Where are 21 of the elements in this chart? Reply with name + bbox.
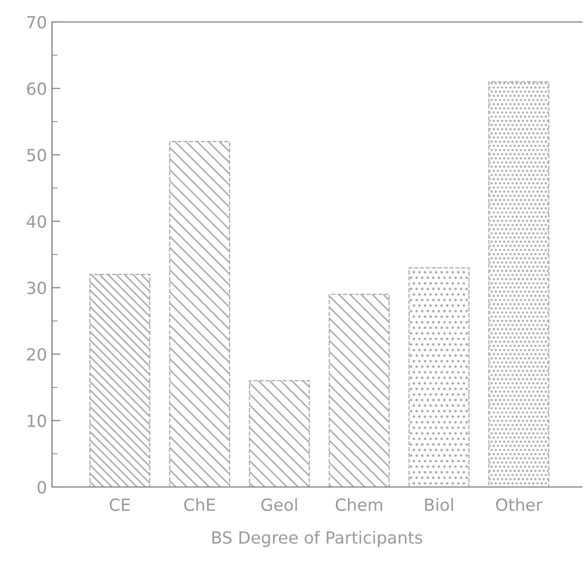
- y-tick-label: 10: [28, 414, 46, 428]
- y-tick-label: 60: [27, 82, 46, 95]
- y-tick-label: 70: [27, 16, 46, 29]
- bar: [169, 141, 230, 487]
- x-axis-title: BS Degree of Participants: [212, 530, 422, 548]
- bar: [248, 380, 310, 487]
- x-tick-label: Chem: [336, 498, 382, 512]
- x-tick-label: CE: [110, 498, 130, 512]
- x-tick-label: Other: [496, 498, 542, 512]
- x-tick-label: Biol: [425, 498, 453, 512]
- y-tick-label: 20: [27, 348, 46, 361]
- y-tick-label: 50: [27, 148, 46, 162]
- y-tick-label: 40: [26, 215, 46, 228]
- bar: [328, 294, 390, 487]
- x-tick-label: Geol: [261, 498, 297, 512]
- bar: [488, 81, 550, 487]
- y-tick-label: 30: [27, 282, 46, 294]
- y-tick-label: 0: [38, 480, 46, 494]
- bar: [89, 274, 150, 487]
- bar: [408, 267, 470, 487]
- x-tick-label: ChE: [184, 498, 215, 512]
